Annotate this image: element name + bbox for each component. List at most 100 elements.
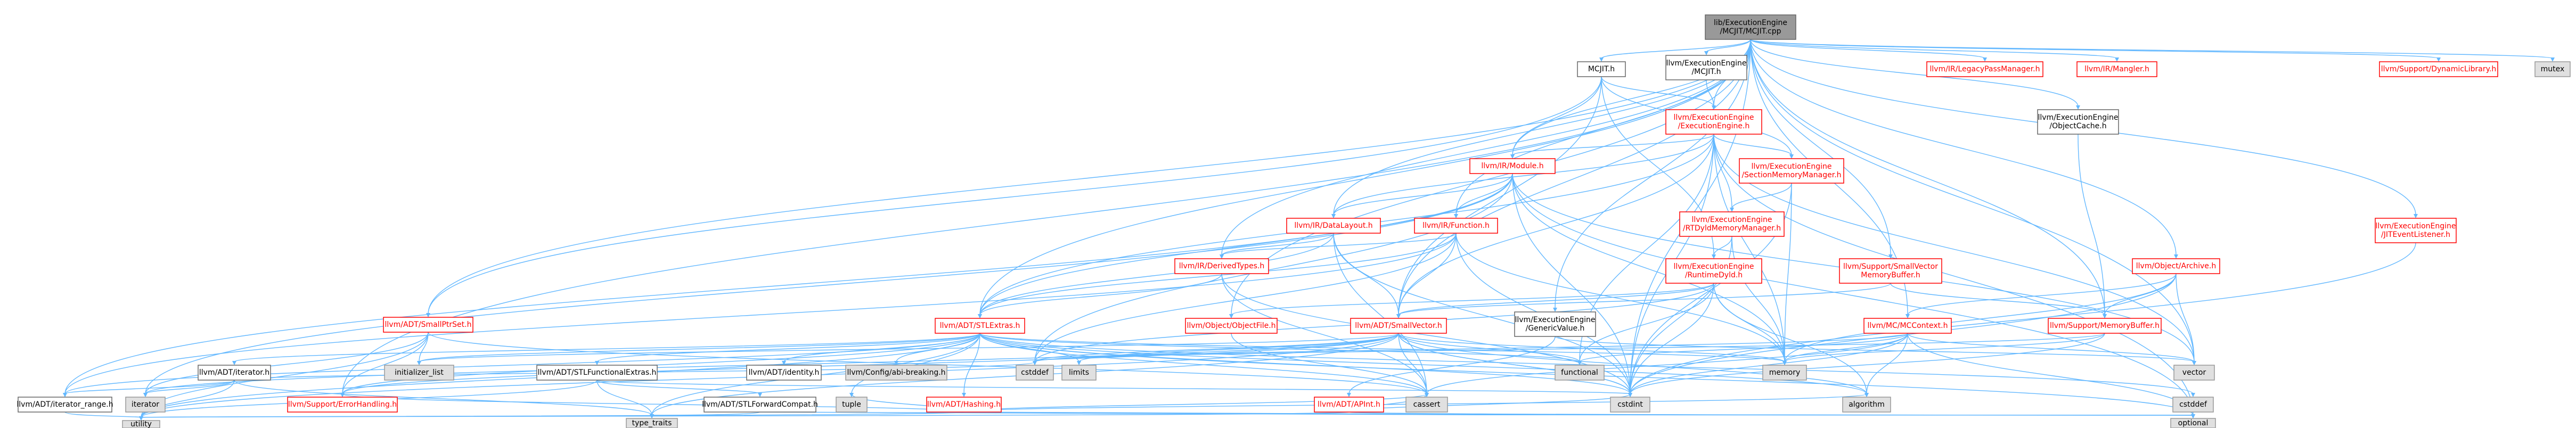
node-label-objcache-1: /ObjectCache.h bbox=[2049, 122, 2106, 130]
node-box-abibreak bbox=[845, 365, 947, 381]
edge-arrowhead-smm-to-rtdyldmm bbox=[1730, 208, 1734, 212]
edge-arrowhead-root-to-legacypm bbox=[1983, 57, 1987, 62]
node-label-iterrange-0: llvm/ADT/iterator_range.h bbox=[17, 400, 113, 409]
node-archive[interactable]: llvm/Object/Archive.h bbox=[2132, 258, 2220, 274]
node-memorybuffer[interactable]: llvm/Support/MemoryBuffer.h bbox=[2048, 318, 2162, 334]
node-smallvector[interactable]: llvm/ADT/SmallVector.h bbox=[1350, 318, 1447, 334]
node-eemcjit[interactable]: llvm/ExecutionEngine/MCJIT.h bbox=[1665, 55, 1747, 80]
node-ee[interactable]: llvm/ExecutionEngine/ExecutionEngine.h bbox=[1665, 109, 1762, 135]
node-label-jitevent-1: /JITEventListener.h bbox=[2381, 231, 2450, 239]
edge-root-to-memorybuffer bbox=[1750, 39, 2105, 316]
node-box-ee bbox=[1665, 109, 1762, 135]
node-abibreak: llvm/Config/abi-breaking.h bbox=[845, 365, 947, 381]
edge-rtdyld-to-smallvector bbox=[1398, 283, 1714, 316]
edge-root-to-vector bbox=[1750, 39, 2195, 363]
node-box-memorybuffer bbox=[2048, 318, 2162, 334]
node-objectfile[interactable]: llvm/Object/ObjectFile.h bbox=[1185, 318, 1278, 334]
edge-stlextras-to-memory bbox=[979, 333, 1785, 363]
edge-arrowhead-stlextras-to-identity bbox=[782, 361, 786, 365]
node-label-cstdint-0: cstdint bbox=[1617, 400, 1643, 409]
edge-memorybuffer-to-cstdint bbox=[1630, 333, 2105, 394]
node-label-smm-0: llvm/ExecutionEngine bbox=[1751, 162, 1831, 171]
node-smm[interactable]: llvm/ExecutionEngine/SectionMemoryManage… bbox=[1739, 158, 1844, 184]
edge-stlfunc-to-stlforward bbox=[596, 380, 760, 394]
node-hashing[interactable]: llvm/ADT/Hashing.h bbox=[926, 397, 1002, 413]
node-label-cstddef2-0: cstddef bbox=[2179, 400, 2207, 409]
edge-rtdyld-to-algorithm bbox=[1713, 283, 1867, 394]
edge-root-to-mutex bbox=[1750, 39, 2553, 59]
edge-stlextras-to-identity bbox=[783, 333, 980, 363]
edge-function-to-iterrange bbox=[64, 233, 1457, 394]
edge-mccontext-to-functional bbox=[1579, 333, 1908, 363]
node-label-stlfunc-0: llvm/ADT/STLFunctionalExtras.h bbox=[538, 368, 657, 377]
node-tuple: tuple bbox=[836, 397, 868, 413]
node-errhandling[interactable]: llvm/Support/ErrorHandling.h bbox=[287, 397, 398, 413]
node-datalayout[interactable]: llvm/IR/DataLayout.h bbox=[1286, 218, 1381, 234]
node-stlfunc[interactable]: llvm/ADT/STLFunctionalExtras.h bbox=[536, 365, 658, 381]
node-iterrange[interactable]: llvm/ADT/iterator_range.h bbox=[17, 397, 113, 413]
edge-mcjith-to-ee bbox=[1601, 76, 1714, 107]
edge-root-to-legacypm bbox=[1750, 39, 1985, 59]
node-legacypm[interactable]: llvm/IR/LegacyPassManager.h bbox=[1926, 61, 2043, 77]
edge-module-to-stlextras bbox=[979, 173, 1513, 316]
edge-smallptrset-to-iteratorsys bbox=[145, 332, 429, 394]
edge-stlfunc-to-cstdint bbox=[596, 380, 1631, 394]
node-label-iterator-0: llvm/ADT/iterator.h bbox=[199, 368, 269, 377]
node-mangler[interactable]: llvm/IR/Mangler.h bbox=[2076, 61, 2157, 77]
node-rtdyldmm[interactable]: llvm/ExecutionEngine/RTDyldMemoryManager… bbox=[1679, 211, 1785, 237]
node-box-identity bbox=[746, 365, 822, 381]
node-label-memory-0: memory bbox=[1769, 368, 1801, 377]
edge-arrowhead-root-to-smallvecbuf bbox=[1888, 254, 1893, 259]
node-layer: lib/ExecutionEngine/MCJIT/MCJIT.cpp MCJIT… bbox=[17, 14, 2571, 428]
node-box-legacypm bbox=[1926, 61, 2043, 77]
edge-root-to-smallvector bbox=[1398, 39, 1751, 316]
node-jitevent[interactable]: llvm/ExecutionEngine/JITEventListener.h bbox=[2375, 218, 2457, 243]
edge-rtdyld-to-cstdint bbox=[1630, 283, 1714, 394]
edge-datalayout-to-cstdint bbox=[1333, 233, 1631, 394]
node-box-errhandling bbox=[287, 397, 398, 413]
node-label-objectfile-0: llvm/Object/ObjectFile.h bbox=[1187, 322, 1275, 330]
edge-archive-to-memorybuffer bbox=[2104, 273, 2177, 316]
node-module[interactable]: llvm/IR/Module.h bbox=[1469, 158, 1556, 174]
node-label-rtdyldmm-0: llvm/ExecutionEngine bbox=[1691, 216, 1772, 224]
node-stlforward[interactable]: llvm/ADT/STLForwardCompat.h bbox=[702, 397, 818, 413]
node-smallptrset[interactable]: llvm/ADT/SmallPtrSet.h bbox=[383, 317, 473, 333]
node-dynlib[interactable]: llvm/Support/DynamicLibrary.h bbox=[2379, 61, 2498, 77]
node-label-smallptrset-0: llvm/ADT/SmallPtrSet.h bbox=[385, 320, 472, 329]
node-label-typetraits-0: type_traits bbox=[632, 419, 672, 427]
edge-arrowhead-apint-to-cassert bbox=[1425, 393, 1429, 397]
node-objcache[interactable]: llvm/ExecutionEngine/ObjectCache.h bbox=[2037, 109, 2119, 135]
node-stlextras[interactable]: llvm/ADT/STLExtras.h bbox=[935, 318, 1025, 334]
edge-smallvector-to-memory bbox=[1398, 333, 1785, 363]
node-apint[interactable]: llvm/ADT/APInt.h bbox=[1314, 397, 1384, 413]
edge-rtdyldmm-to-rtdyld bbox=[1713, 236, 1732, 256]
edge-derived-to-stlextras bbox=[979, 273, 1222, 316]
node-mcjith[interactable]: MCJIT.h bbox=[1577, 61, 1626, 77]
node-mccontext[interactable]: llvm/MC/MCContext.h bbox=[1863, 318, 1952, 334]
node-genericvalue[interactable]: llvm/ExecutionEngine/GenericValue.h bbox=[1514, 311, 1596, 337]
node-box-mutex bbox=[2534, 61, 2571, 77]
node-label-errhandling-0: llvm/Support/ErrorHandling.h bbox=[288, 400, 397, 409]
edge-iterrange-to-utility bbox=[64, 411, 142, 418]
node-label-genericvalue-0: llvm/ExecutionEngine bbox=[1515, 316, 1595, 324]
node-cstdint: cstdint bbox=[1610, 397, 1650, 413]
edge-derived-to-cassert bbox=[1221, 273, 1427, 394]
node-optional: optional bbox=[2170, 418, 2216, 428]
node-rtdyld[interactable]: llvm/ExecutionEngine/RuntimeDyld.h bbox=[1665, 258, 1762, 284]
node-box-optional bbox=[2170, 418, 2216, 428]
node-label-tuple-0: tuple bbox=[842, 400, 861, 409]
edge-eemcjit-to-ee bbox=[1706, 79, 1714, 107]
node-label-limits-0: limits bbox=[1069, 368, 1089, 377]
node-derived[interactable]: llvm/IR/DerivedTypes.h bbox=[1174, 258, 1269, 274]
node-label-stlextras-0: llvm/ADT/STLExtras.h bbox=[940, 322, 1020, 330]
node-identity[interactable]: llvm/ADT/identity.h bbox=[746, 365, 822, 381]
edge-smm-to-rtdyldmm bbox=[1731, 183, 1792, 209]
node-box-derived bbox=[1174, 258, 1269, 274]
node-box-stlfunc bbox=[536, 365, 658, 381]
node-function[interactable]: llvm/IR/Function.h bbox=[1414, 218, 1498, 234]
node-label-rtdyld-1: /RuntimeDyld.h bbox=[1685, 271, 1743, 279]
node-box-rtdyldmm bbox=[1679, 211, 1785, 237]
node-iterator[interactable]: llvm/ADT/iterator.h bbox=[198, 365, 271, 381]
node-vector: vector bbox=[2173, 365, 2215, 381]
